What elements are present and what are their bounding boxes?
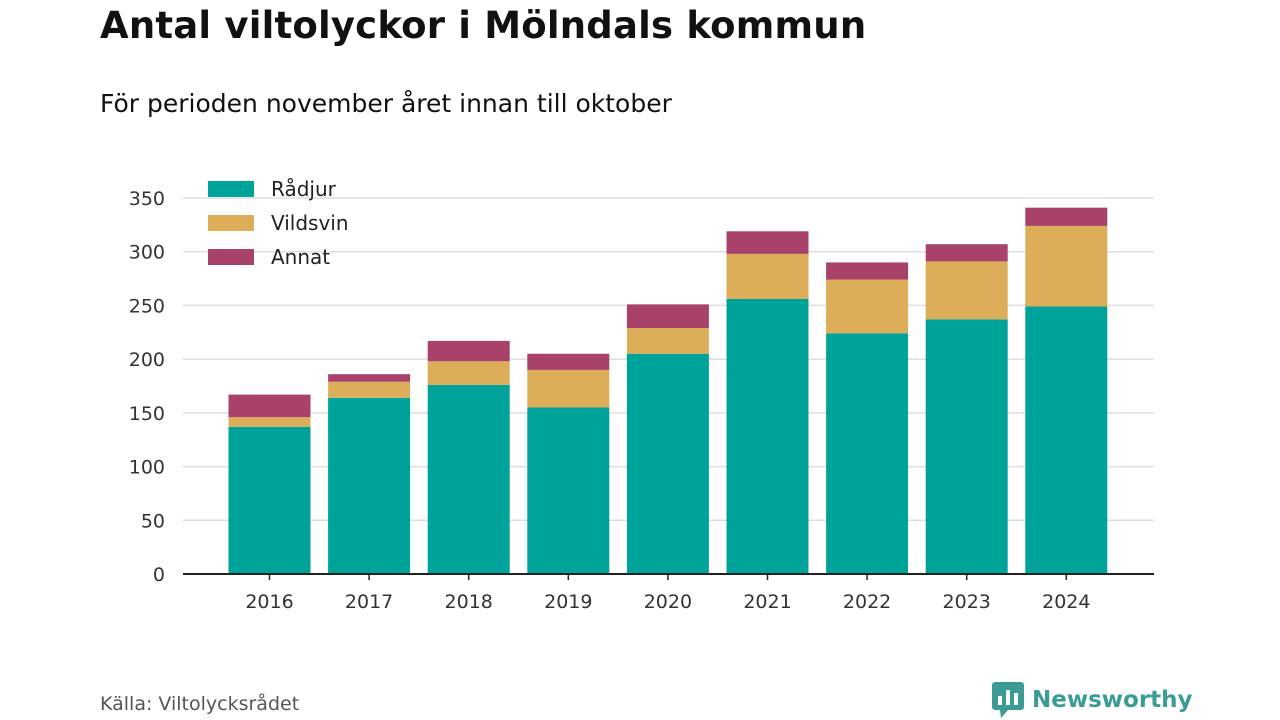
x-tick-label: 2016: [245, 591, 293, 613]
x-tick-label: 2021: [743, 591, 791, 613]
bar-r-djur-2021: [726, 298, 809, 574]
bar-vildsvin-2022: [826, 279, 909, 334]
bar-annat-2023: [925, 244, 1008, 262]
legend-swatch: [208, 181, 254, 197]
chart-subtitle: För perioden november året innan till ok…: [100, 89, 672, 118]
legend-swatch: [208, 249, 254, 265]
y-tick-label: 350: [129, 188, 165, 210]
bar-vildsvin-2016: [228, 417, 311, 427]
x-tick-label: 2019: [544, 591, 592, 613]
bar-vildsvin-2017: [328, 381, 411, 398]
brand-logo: Newsworthy: [992, 682, 1193, 718]
bar-annat-2018: [427, 340, 510, 362]
y-tick-label: 200: [129, 349, 165, 371]
bar-annat-2022: [826, 262, 909, 280]
y-tick-label: 100: [129, 457, 165, 479]
y-tick-label: 300: [129, 242, 165, 264]
bar-vildsvin-2018: [427, 361, 510, 385]
brand-name: Newsworthy: [1032, 687, 1193, 713]
bar-annat-2016: [228, 394, 311, 418]
x-tick-label: 2018: [445, 591, 493, 613]
bar-r-djur-2022: [826, 333, 909, 574]
bar-annat-2020: [626, 304, 709, 328]
bar-r-djur-2018: [427, 384, 510, 574]
bar-r-djur-2019: [527, 407, 610, 574]
y-tick-label: 250: [129, 295, 165, 317]
bar-r-djur-2024: [1025, 306, 1108, 574]
bar-annat-2024: [1025, 207, 1108, 226]
source-note: Källa: Viltolycksrådet: [100, 693, 300, 715]
newsworthy-icon: [992, 682, 1024, 718]
legend-label: Rådjur: [271, 177, 337, 201]
bar-r-djur-2017: [328, 397, 411, 574]
x-tick-label: 2023: [943, 591, 991, 613]
x-tick-label: 2024: [1042, 591, 1090, 613]
bar-r-djur-2016: [228, 426, 311, 574]
stacked-bar-chart: 0 50 100 150 200 250 300 350 2016 2017 2018 2019 202…: [129, 177, 1154, 613]
legend-label: Vildsvin: [271, 211, 349, 235]
y-tick-label: 50: [141, 510, 165, 532]
x-tick-label: 2017: [345, 591, 393, 613]
bar-annat-2019: [527, 353, 610, 370]
y-tick-label: 150: [129, 403, 165, 425]
chart-title: Antal viltolyckor i Mölndals kommun: [100, 4, 867, 47]
bar-vildsvin-2020: [626, 327, 709, 354]
bar-vildsvin-2024: [1025, 225, 1108, 307]
legend-swatch: [208, 215, 254, 231]
bar-annat-2021: [726, 231, 809, 254]
bar-r-djur-2020: [626, 353, 709, 574]
bar-vildsvin-2021: [726, 253, 809, 299]
bar-r-djur-2023: [925, 319, 1008, 574]
legend-label: Annat: [271, 245, 330, 269]
x-tick-label: 2020: [644, 591, 692, 613]
bar-vildsvin-2019: [527, 369, 610, 408]
x-tick-label: 2022: [843, 591, 891, 613]
bar-vildsvin-2023: [925, 261, 1008, 320]
bar-annat-2017: [328, 374, 411, 382]
y-tick-label: 0: [153, 564, 165, 586]
